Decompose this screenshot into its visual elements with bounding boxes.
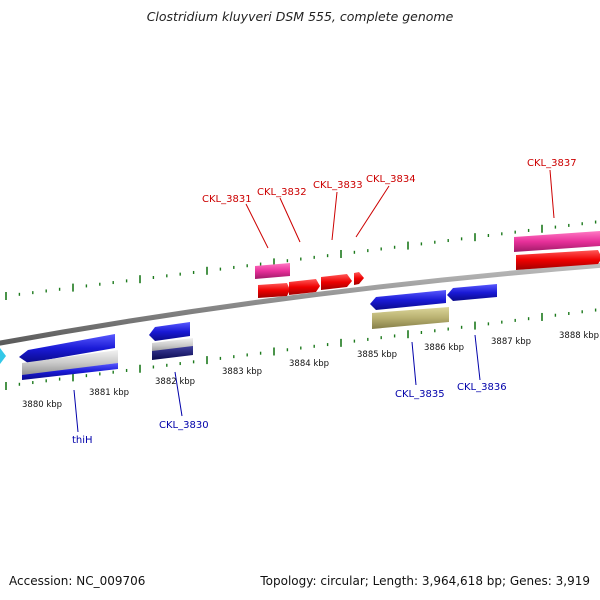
genome-backbone xyxy=(0,262,600,346)
scale-label-3885: 3885 kbp xyxy=(357,350,397,360)
cds-thiH-blue2[interactable] xyxy=(22,363,118,380)
gene-label-ckl-3834[interactable]: CKL_3834 xyxy=(366,174,416,185)
cds-ckl-3835[interactable] xyxy=(370,290,446,310)
map-title: Clostridium kluyveri DSM 555, complete g… xyxy=(146,9,454,24)
scale-label-3883: 3883 kbp xyxy=(222,367,262,377)
cds-ckl-3831[interactable] xyxy=(258,283,290,298)
scale-label-3884: 3884 kbp xyxy=(289,359,329,369)
forward-scale-ticks xyxy=(5,220,597,300)
cds-ckl-3834[interactable] xyxy=(354,272,364,285)
rna-feature-3837[interactable] xyxy=(514,231,600,252)
rna-feature[interactable] xyxy=(255,263,290,279)
scale-label-3881: 3881 kbp xyxy=(89,388,129,398)
gene-label-ckl-3831[interactable]: CKL_3831 xyxy=(202,194,252,205)
forward-leader-lines xyxy=(245,169,555,249)
gene-label-ckl-3830[interactable]: CKL_3830 xyxy=(159,420,209,431)
gene-label-ckl-3832[interactable]: CKL_3832 xyxy=(257,187,307,198)
scale-label-3886: 3886 kbp xyxy=(424,343,464,353)
cds-ckl-3835-olive[interactable] xyxy=(372,307,449,329)
cds-ckl-3836[interactable] xyxy=(447,284,497,301)
cds-ckl-3832[interactable] xyxy=(289,279,320,295)
gene-label-thiH[interactable]: thiH xyxy=(72,435,93,446)
genome-info-text: Topology: circular; Length: 3,964,618 bp… xyxy=(260,574,590,588)
cds-ckl-3837[interactable] xyxy=(516,250,600,270)
reverse-features xyxy=(0,284,497,380)
cds-partial-left[interactable] xyxy=(0,348,6,364)
gene-label-ckl-3837[interactable]: CKL_3837 xyxy=(527,158,577,169)
gene-label-ckl-3836[interactable]: CKL_3836 xyxy=(457,382,507,393)
cds-ckl-3830[interactable] xyxy=(149,322,190,341)
cds-ckl-3830-navy[interactable] xyxy=(152,346,193,360)
cds-thiH-gray[interactable] xyxy=(22,350,118,376)
scale-label-3887: 3887 kbp xyxy=(491,337,531,347)
scale-label-3888: 3888 kbp xyxy=(559,331,599,341)
reverse-scale-ticks xyxy=(5,308,597,390)
forward-features xyxy=(255,231,600,298)
scale-label-3882: 3882 kbp xyxy=(155,377,195,387)
reverse-leader-lines xyxy=(73,334,481,433)
cds-ckl-3833[interactable] xyxy=(321,274,352,290)
cds-thiH[interactable] xyxy=(19,334,115,363)
gene-label-ckl-3833[interactable]: CKL_3833 xyxy=(313,180,363,191)
accession-text: Accession: NC_009706 xyxy=(9,574,146,588)
gene-label-ckl-3835[interactable]: CKL_3835 xyxy=(395,389,445,400)
scale-label-3880: 3880 kbp xyxy=(22,400,62,410)
